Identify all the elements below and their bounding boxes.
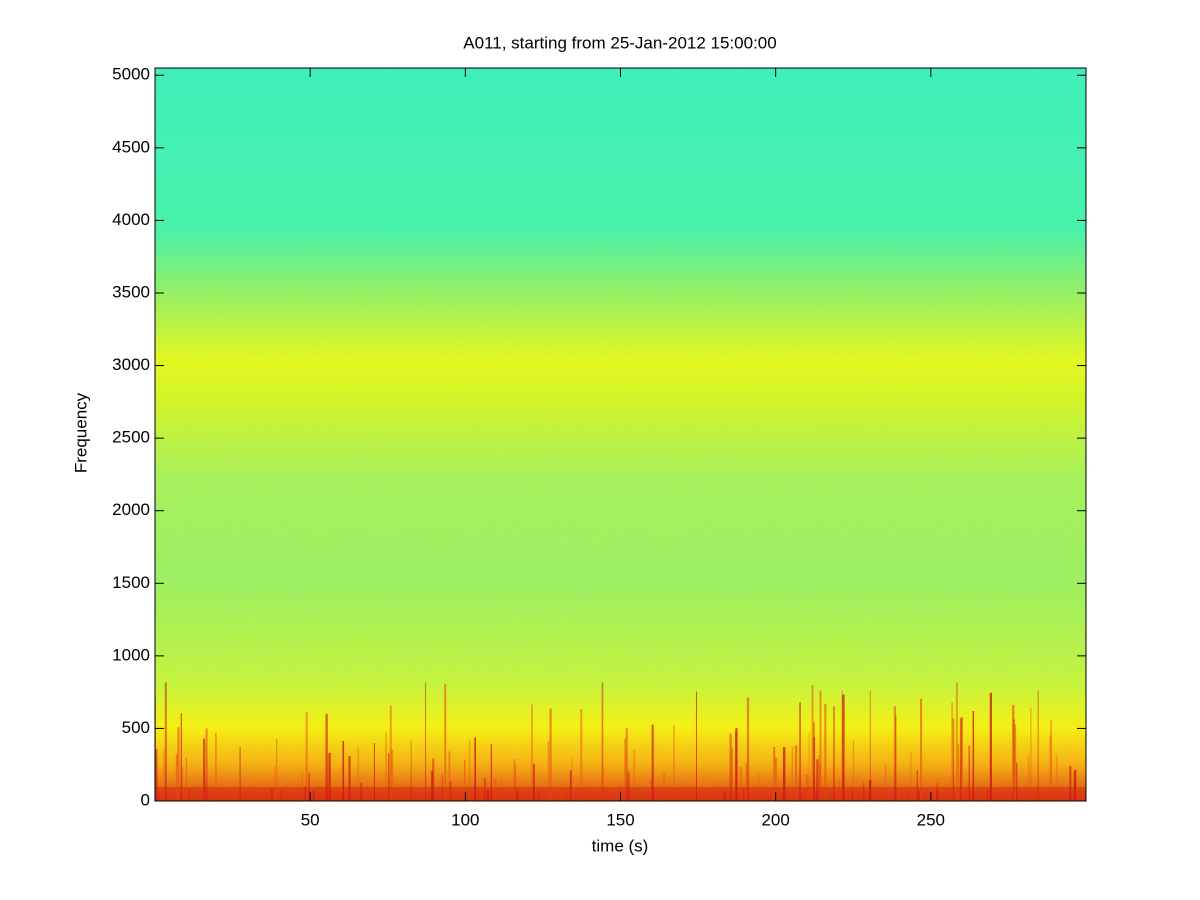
y-tick-label: 500 [122, 718, 150, 737]
y-axis-label: Frequency [71, 392, 90, 473]
y-tick-label: 4000 [112, 210, 150, 229]
y-tick-label: 1500 [112, 573, 150, 592]
axes: 50 100 150 200 25005001000150020002500300035… [112, 65, 1086, 829]
spectrogram-noise [155, 68, 1086, 801]
y-tick-label: 5000 [112, 65, 150, 84]
x-tick-label: 200 [761, 810, 789, 829]
spectrogram-image [155, 68, 1086, 801]
y-tick-label: 2000 [112, 500, 150, 519]
y-tick-label: 0 [141, 790, 150, 809]
x-tick-label: 50 [301, 810, 320, 829]
x-tick-label: 150 [606, 810, 634, 829]
y-tick-label: 3500 [112, 282, 150, 301]
y-tick-label: 1000 [112, 645, 150, 664]
x-tick-label: 100 [451, 810, 479, 829]
x-axis-label: time (s) [592, 836, 649, 855]
y-tick-label: 2500 [112, 428, 150, 447]
x-tick-label: 250 [917, 810, 945, 829]
chart-title: A011, starting from 25-Jan-2012 15:00:00 [463, 33, 776, 52]
y-tick-label: 3000 [112, 355, 150, 374]
y-tick-label: 4500 [112, 137, 150, 156]
